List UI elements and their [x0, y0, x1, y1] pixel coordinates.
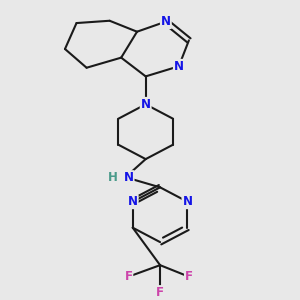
Text: F: F: [156, 286, 164, 299]
Text: F: F: [124, 270, 132, 283]
Text: N: N: [124, 171, 134, 184]
Text: H: H: [108, 171, 118, 184]
Text: N: N: [128, 195, 138, 208]
Text: N: N: [141, 98, 151, 111]
Text: N: N: [174, 60, 184, 73]
Text: N: N: [161, 15, 171, 28]
Text: F: F: [185, 270, 193, 283]
Text: N: N: [182, 195, 193, 208]
